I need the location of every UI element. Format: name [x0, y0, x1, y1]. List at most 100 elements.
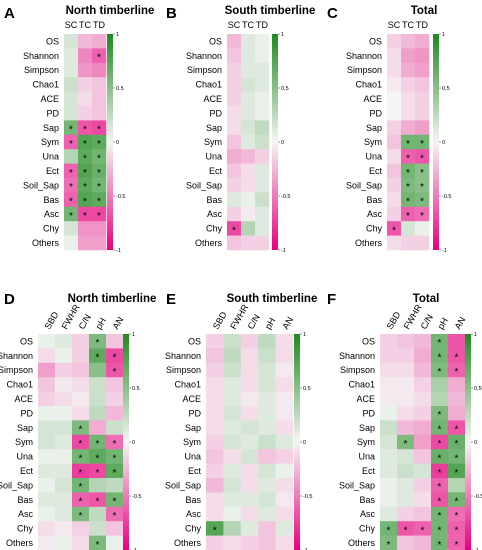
heatmap-cell	[397, 391, 415, 407]
heatmap-cell	[397, 463, 415, 479]
column-label: C/N	[419, 313, 435, 331]
heatmap-cell	[431, 391, 449, 407]
row-label: Chy	[366, 224, 383, 234]
row-label: Una	[205, 152, 222, 162]
heatmap-cell	[387, 91, 402, 107]
heatmap-cell	[227, 206, 242, 222]
heatmap-cell	[448, 391, 466, 407]
heatmap-cell	[223, 506, 242, 522]
heatmap-cell	[55, 521, 73, 536]
heatmap-cell	[89, 377, 107, 392]
column-label: AN	[453, 315, 468, 331]
row-label: PD	[188, 408, 201, 418]
heatmap-cell	[275, 492, 294, 508]
heatmap-cell	[55, 506, 73, 522]
heatmap-cell	[92, 134, 107, 150]
heatmap-cell	[431, 362, 449, 378]
heatmap-cell	[397, 478, 415, 493]
heatmap-cell	[72, 334, 90, 349]
heatmap-cell	[227, 134, 242, 150]
heatmap-cell	[78, 48, 93, 64]
row-label: Chao1	[355, 80, 382, 90]
row-label: Others	[355, 238, 383, 248]
colorbar-tick-label: 0	[116, 140, 119, 146]
row-label: PD	[209, 108, 222, 118]
heatmap-cell	[380, 348, 398, 364]
colorbar-tick-label: 1	[442, 32, 445, 38]
row-label: Ect	[362, 466, 376, 476]
row-label: Asc	[44, 209, 60, 219]
heatmap-cell	[106, 449, 124, 464]
significance-star: *	[420, 168, 424, 179]
heatmap-cell	[223, 492, 242, 508]
heatmap-cell	[414, 377, 432, 392]
column-label: SBD	[385, 310, 403, 331]
heatmap-cell	[223, 478, 242, 493]
heatmap-cell	[38, 521, 56, 536]
row-label: Una	[184, 452, 201, 462]
heatmap-cell	[206, 348, 224, 364]
heatmap-cell	[431, 377, 449, 392]
heatmap-cell	[448, 377, 466, 392]
heatmap-cell	[38, 449, 56, 464]
heatmap-cell	[38, 492, 56, 508]
heatmap-cell	[448, 449, 466, 464]
heatmap-cell	[206, 420, 224, 436]
heatmap-cell	[240, 478, 259, 493]
row-label: PD	[369, 108, 382, 118]
column-label: SBD	[43, 310, 61, 331]
heatmap-cell	[401, 134, 416, 150]
row-label: Sym	[204, 137, 222, 147]
significance-star: *	[69, 197, 73, 208]
significance-star: *	[97, 211, 101, 222]
significance-star: *	[96, 453, 100, 464]
heatmap-cell	[78, 34, 93, 49]
significance-star: *	[113, 497, 117, 508]
heatmap-cell	[227, 178, 242, 193]
heatmap-cell	[431, 334, 449, 349]
heatmap-cell	[415, 235, 430, 251]
heatmap-cell	[415, 149, 430, 164]
significance-star: *	[438, 338, 442, 349]
heatmap-cell	[92, 34, 107, 49]
heatmap-cell	[241, 192, 256, 208]
heatmap-cell	[415, 134, 430, 150]
row-label: Sym	[364, 137, 382, 147]
heatmap-cell	[448, 406, 466, 421]
heatmap-cell	[223, 420, 242, 436]
heatmap-cell	[227, 34, 242, 49]
row-label: Sap	[366, 123, 382, 133]
heatmap-cell	[206, 463, 224, 479]
significance-star: *	[438, 425, 442, 436]
row-label: ACE	[40, 94, 59, 104]
heatmap-cell	[387, 106, 402, 121]
heatmap-cell	[275, 334, 294, 349]
colorbar-tick-label: -0.5	[303, 494, 312, 500]
colorbar	[294, 334, 300, 550]
row-label: ACE	[203, 94, 222, 104]
heatmap-cell	[55, 434, 73, 450]
row-label: Soil_Sap	[165, 480, 201, 490]
significance-star: *	[97, 139, 101, 150]
colorbar-tick-label: 0.5	[132, 386, 140, 392]
heatmap-cell	[92, 192, 107, 208]
significance-star: *	[406, 197, 410, 208]
heatmap-cell	[72, 362, 90, 378]
heatmap-cell	[387, 62, 402, 78]
heatmap-cell	[106, 348, 124, 364]
heatmap-cell	[275, 478, 294, 493]
heatmap-cell	[223, 463, 242, 479]
row-label: Shannon	[186, 51, 222, 61]
row-label: Simpson	[0, 365, 33, 375]
heatmap-cell	[89, 478, 107, 493]
heatmap-cell	[106, 362, 124, 378]
heatmap-cell	[240, 362, 259, 378]
significance-star: *	[83, 139, 87, 150]
heatmap-cell	[89, 391, 107, 407]
significance-star: *	[79, 453, 83, 464]
heatmap-cell	[397, 406, 415, 421]
column-label: AN	[111, 315, 126, 331]
significance-star: *	[438, 353, 442, 364]
significance-star: *	[83, 211, 87, 222]
heatmap-cell	[55, 492, 73, 508]
